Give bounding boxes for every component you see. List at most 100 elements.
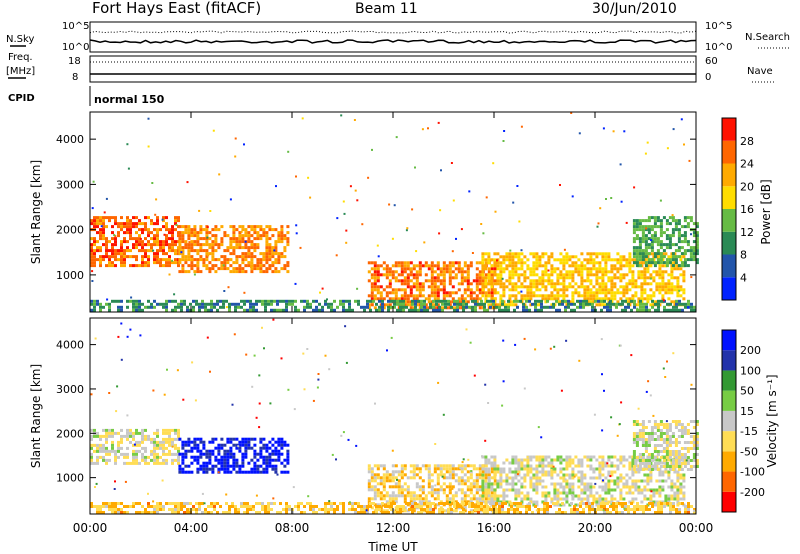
echo-cell	[177, 458, 180, 462]
echo-cell	[481, 467, 485, 471]
echo-cell	[400, 261, 404, 265]
echo-cell	[631, 273, 635, 277]
echo-cell	[432, 305, 435, 309]
echo-cell	[223, 258, 227, 262]
echo-cell	[679, 491, 683, 495]
echo-cell	[501, 302, 504, 306]
echo-cell	[659, 435, 663, 438]
echo-cell	[241, 246, 245, 250]
echo-cell	[252, 308, 255, 312]
echo-cell	[442, 482, 446, 486]
echo-cell	[644, 438, 648, 441]
echo-cell	[591, 305, 594, 309]
echo-cell	[630, 299, 633, 303]
echo-cell	[153, 440, 156, 444]
echo-cell	[630, 308, 633, 312]
echo-cell	[256, 267, 260, 271]
echo-cell	[141, 249, 144, 253]
echo-cell	[448, 506, 452, 510]
echo-cell	[535, 252, 539, 256]
echo-cell	[214, 225, 218, 229]
echo-cell	[223, 461, 227, 465]
echo-cell	[382, 482, 386, 486]
echo-cell	[496, 252, 500, 256]
echo-cell	[499, 297, 503, 301]
echo-cell	[577, 291, 581, 295]
echo-cell	[274, 228, 278, 232]
echo-cell	[223, 261, 227, 265]
echo-cell	[463, 264, 467, 268]
echo-cell	[120, 255, 123, 259]
echo-cell	[471, 502, 474, 505]
echo-cell	[99, 505, 102, 508]
echo-cell	[659, 222, 663, 226]
echo-cell	[262, 252, 266, 256]
freq-left-tick-top: 18	[68, 56, 81, 67]
echo-cell	[649, 264, 653, 268]
echo-cell	[216, 299, 219, 303]
echo-cell	[604, 294, 608, 298]
echo-cell	[123, 225, 126, 229]
echo-cell	[692, 444, 696, 447]
echo-cell	[652, 488, 656, 492]
echo-cell	[534, 302, 537, 306]
echo-cell	[574, 282, 578, 286]
echo-cell	[171, 461, 174, 465]
echo-cell	[246, 299, 249, 303]
echo-cell	[390, 299, 393, 303]
echo-cell	[553, 470, 557, 474]
echo-cell	[490, 497, 494, 501]
echo-cell	[417, 505, 420, 508]
echo-cell	[171, 428, 174, 432]
echo-cell	[535, 470, 539, 474]
echo-cell	[622, 273, 626, 277]
echo-cell	[598, 276, 602, 280]
echo-cell	[638, 462, 642, 465]
echo-cell	[168, 443, 171, 447]
echo-cell	[562, 273, 566, 277]
echo-cell	[595, 261, 599, 265]
echo-cell	[457, 261, 461, 265]
echo-cell	[562, 264, 566, 268]
echo-cell	[117, 431, 120, 435]
echo-cell	[403, 270, 407, 274]
echo-cell	[216, 502, 219, 505]
echo-cell	[256, 234, 260, 238]
echo-cell	[144, 225, 147, 229]
echo-cell	[207, 308, 210, 312]
echo-cell	[267, 508, 270, 511]
echo-cell	[214, 455, 218, 459]
echo-cell	[646, 479, 650, 483]
echo-cell	[595, 291, 599, 295]
echo-cell	[126, 434, 129, 438]
echo-cell	[174, 305, 177, 309]
echo-cell	[108, 505, 111, 508]
echo-cell	[162, 428, 165, 432]
colorbar-tick-label: 4	[740, 271, 747, 284]
echo-cell	[544, 470, 548, 474]
echo-cell	[478, 473, 482, 477]
echo-cell	[689, 435, 693, 438]
echo-cell	[294, 305, 297, 309]
echo-cell	[270, 308, 273, 312]
echo-cell	[228, 511, 231, 514]
echo-cell	[550, 270, 554, 274]
echo-cell	[583, 455, 587, 459]
echo-cell	[123, 237, 126, 241]
echo-cell	[102, 446, 105, 450]
echo-cell	[582, 299, 585, 303]
echo-cell	[217, 258, 221, 262]
echo-cell	[632, 261, 636, 265]
echo-cell	[132, 246, 135, 250]
echo-cell	[147, 261, 150, 265]
echo-cell	[238, 237, 242, 241]
echo-cell	[318, 308, 321, 312]
echo-cell	[556, 282, 560, 286]
echo-cell	[250, 225, 254, 229]
echo-cell	[93, 258, 96, 262]
echo-cell	[436, 303, 440, 307]
echo-cell	[589, 291, 593, 295]
echo-cell	[680, 240, 684, 244]
echo-cell	[159, 249, 162, 253]
echo-cell	[559, 276, 563, 280]
